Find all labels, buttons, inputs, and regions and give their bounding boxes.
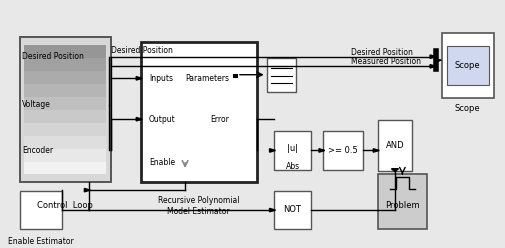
Text: Control  Loop: Control Loop xyxy=(37,201,93,210)
Bar xyxy=(24,84,107,97)
Polygon shape xyxy=(373,149,379,152)
Text: Desired Position: Desired Position xyxy=(350,48,413,57)
Polygon shape xyxy=(84,188,90,192)
Bar xyxy=(447,46,488,85)
Text: Problem: Problem xyxy=(385,201,420,210)
Bar xyxy=(141,42,257,182)
Polygon shape xyxy=(270,208,275,212)
Text: Parameters: Parameters xyxy=(185,74,230,83)
Polygon shape xyxy=(270,149,275,152)
Text: Desired Position: Desired Position xyxy=(22,52,84,61)
Bar xyxy=(24,136,107,149)
Bar xyxy=(24,110,107,123)
Text: Desired Position: Desired Position xyxy=(111,46,173,56)
Bar xyxy=(24,58,107,71)
Bar xyxy=(442,33,494,97)
Bar xyxy=(378,175,427,229)
Text: Output: Output xyxy=(149,115,176,124)
Text: Inputs: Inputs xyxy=(149,74,173,83)
Bar xyxy=(20,37,111,182)
Polygon shape xyxy=(319,149,325,152)
Text: >= 0.5: >= 0.5 xyxy=(328,146,358,155)
Bar xyxy=(24,123,107,136)
Text: Enable: Enable xyxy=(149,158,175,167)
Polygon shape xyxy=(136,118,142,121)
Bar xyxy=(323,131,363,170)
FancyBboxPatch shape xyxy=(20,37,111,182)
Text: Recursive Polynomial
Model Estimator: Recursive Polynomial Model Estimator xyxy=(158,196,239,216)
Polygon shape xyxy=(430,64,436,68)
Text: AND: AND xyxy=(386,141,405,150)
Bar xyxy=(274,131,311,170)
Bar xyxy=(20,191,62,229)
Text: Error: Error xyxy=(211,115,230,124)
Text: Abs: Abs xyxy=(285,162,299,171)
Bar xyxy=(378,120,412,171)
Text: Enable Estimator: Enable Estimator xyxy=(8,237,74,246)
Text: Encoder: Encoder xyxy=(22,146,53,155)
Bar xyxy=(24,45,107,58)
Polygon shape xyxy=(430,55,436,59)
Bar xyxy=(267,58,296,92)
Bar xyxy=(274,191,311,229)
Bar xyxy=(24,97,107,110)
Bar xyxy=(24,149,107,161)
Text: |u|: |u| xyxy=(287,144,298,153)
Text: Measured Position: Measured Position xyxy=(350,58,421,66)
Text: Scope: Scope xyxy=(455,104,481,113)
Bar xyxy=(24,71,107,84)
Bar xyxy=(24,162,107,175)
Text: Voltage: Voltage xyxy=(22,100,51,109)
Text: Scope: Scope xyxy=(455,61,481,70)
Polygon shape xyxy=(391,169,398,172)
Polygon shape xyxy=(136,77,142,80)
Text: NOT: NOT xyxy=(283,205,301,215)
